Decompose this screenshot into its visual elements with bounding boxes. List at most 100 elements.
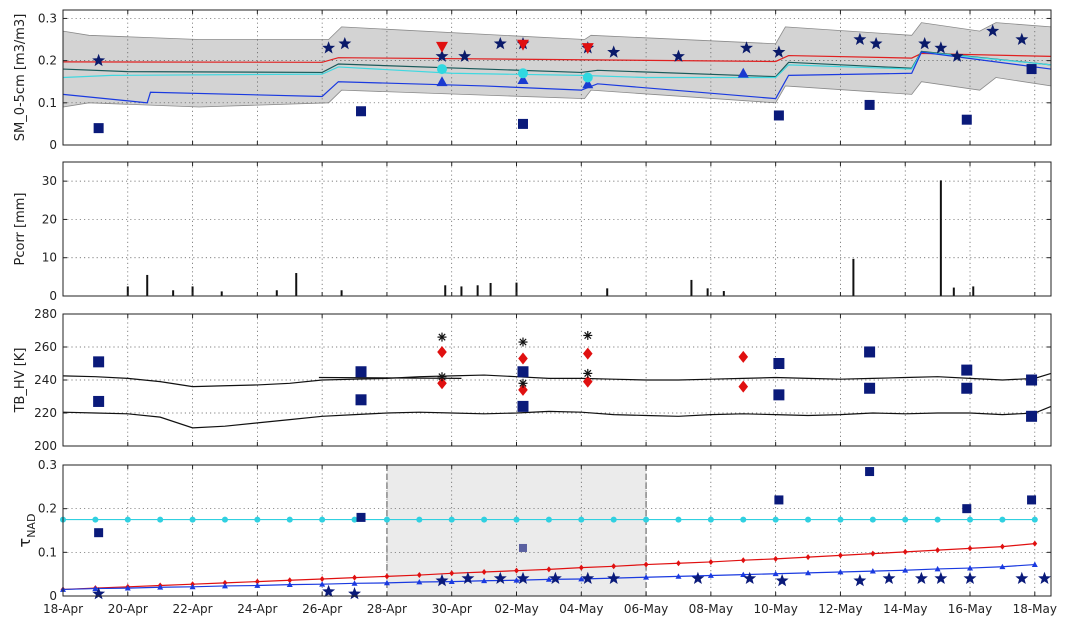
square-marker: [773, 358, 785, 369]
star-marker: [92, 53, 106, 67]
x-tick-label: 18-Apr: [43, 602, 83, 616]
y-axis-label: SM_0-5cm [m3/m3]: [13, 14, 28, 142]
square-marker: [94, 528, 104, 538]
y-tick-label: 10: [42, 251, 57, 265]
series-point: [934, 516, 941, 523]
y-axis-label: τNAD: [15, 514, 38, 548]
triup-marker: [582, 78, 594, 89]
series-point: [286, 516, 293, 523]
series-point: [643, 561, 649, 568]
star-marker: [1015, 571, 1029, 584]
tb-line: [62, 372, 1052, 388]
x-tick-label: 10-May: [753, 602, 797, 616]
triup-marker: [436, 76, 448, 87]
series-point: [708, 558, 714, 565]
series-point: [805, 516, 812, 523]
x-tick-label: 08-May: [689, 602, 733, 616]
tb-line: [318, 376, 462, 379]
tb-line: [62, 405, 1052, 429]
series-point: [189, 516, 196, 523]
series-point: [643, 516, 650, 523]
series-point: [513, 577, 520, 583]
axes-frame: [62, 9, 1052, 146]
square-marker: [356, 512, 366, 522]
series-point: [286, 581, 293, 588]
series-point: [869, 516, 876, 523]
series-point: [513, 516, 520, 523]
asterisk-marker: [518, 337, 528, 347]
diamond-marker: [738, 380, 749, 393]
tridown-marker: [581, 43, 594, 54]
series-point: [837, 516, 844, 523]
series-point: [1000, 543, 1005, 550]
asterisk-marker: [518, 378, 528, 388]
star-marker: [691, 571, 705, 584]
x-tick-label: 28-Apr: [367, 602, 407, 616]
y-tick-label: 0: [49, 589, 57, 603]
y-axis-label: Pcorr [mm]: [13, 192, 28, 265]
square-marker: [1026, 64, 1037, 75]
y-tick-label: 30: [42, 174, 57, 188]
series-point: [870, 550, 876, 557]
asterisk-marker: [437, 372, 447, 382]
asterisk-stroke: [438, 333, 446, 341]
series-point: [514, 567, 519, 574]
series-point: [707, 516, 714, 523]
series-point: [92, 516, 99, 523]
series-point: [676, 560, 681, 567]
square-marker: [961, 364, 973, 376]
square-marker: [773, 110, 784, 121]
star-marker: [772, 45, 786, 58]
uncertainty-band: [62, 22, 1052, 108]
star-marker: [915, 571, 928, 584]
series-point: [643, 574, 650, 580]
square-marker: [93, 395, 105, 407]
asterisk-stroke: [519, 338, 527, 346]
star-marker: [775, 573, 789, 587]
series-point: [740, 571, 747, 578]
star-marker: [963, 571, 977, 584]
series-point: [546, 566, 552, 573]
square-marker: [517, 400, 529, 412]
star-marker: [740, 41, 753, 54]
star-marker: [672, 49, 685, 62]
y-tick-label: 0.1: [38, 96, 57, 110]
y-axis-label: TB_HV [K]: [13, 348, 28, 414]
star-marker: [322, 41, 336, 54]
square-marker: [1026, 410, 1038, 422]
series-point: [254, 582, 261, 588]
star-marker: [92, 587, 106, 600]
series-point: [772, 516, 779, 523]
series-line: [62, 51, 1052, 79]
diamond-marker: [582, 375, 593, 388]
square-marker: [517, 366, 529, 378]
star-marker: [435, 49, 449, 62]
star-marker: [743, 571, 757, 584]
star-marker: [986, 24, 1000, 37]
series-point: [545, 576, 552, 582]
series-point: [319, 581, 326, 587]
series-point: [92, 585, 99, 591]
star-marker: [461, 571, 475, 584]
series-point: [157, 516, 164, 523]
diamond-marker: [437, 345, 447, 358]
x-tick-label: 20-Apr: [108, 602, 148, 616]
sm-panel: 0 0.1 0.2 0.3 SM_0-5cm [m3/m3]: [13, 9, 1052, 152]
star-marker: [607, 45, 621, 58]
star-marker: [934, 571, 948, 584]
series-point: [319, 516, 326, 523]
square-marker: [356, 106, 367, 117]
series-point: [707, 572, 714, 578]
series-point: [772, 570, 779, 577]
series-point: [319, 575, 325, 582]
star-marker: [581, 571, 595, 584]
tb-panel: 200 220 240 260 280 TB_HV [K]: [13, 307, 1052, 453]
diamond-marker: [582, 347, 593, 360]
shaded-period: [386, 465, 647, 596]
square-marker: [517, 118, 528, 129]
star-marker: [1015, 32, 1029, 45]
x-tick-label: 02-May: [494, 602, 538, 616]
star-marker: [853, 573, 867, 587]
series-point: [416, 572, 422, 579]
